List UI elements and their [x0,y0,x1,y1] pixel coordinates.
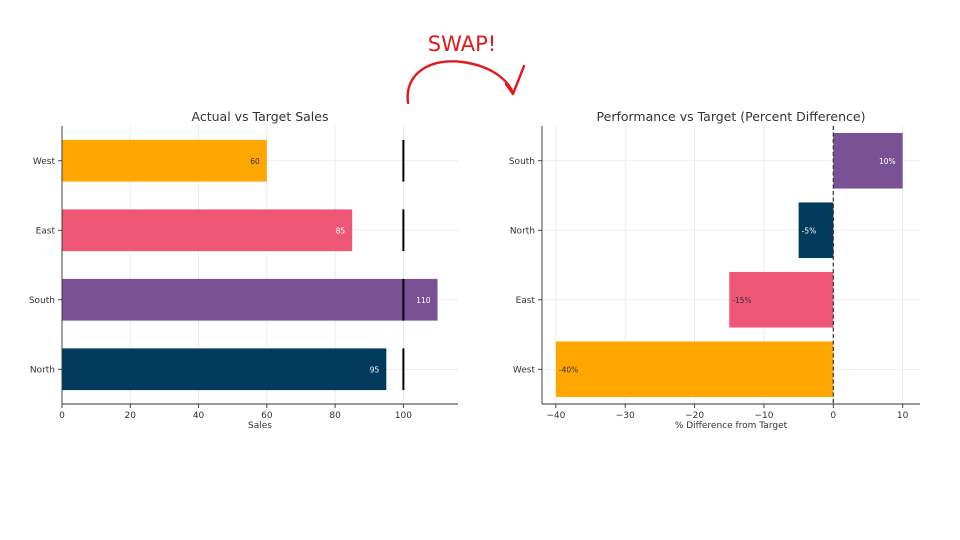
x-axis-title: Sales [248,421,272,431]
x-tick-label: 0 [830,411,836,421]
swap-annotation: SWAP! [428,32,496,56]
bar-west [62,139,267,182]
chart-title: Performance vs Target (Percent Differenc… [597,109,866,124]
category-label: East [36,226,56,236]
x-tick-label: −40 [546,411,565,421]
x-tick-label: 40 [193,411,205,421]
percent-difference-chart: -40% -15% -5% 10% −40 −30 −20 −10 0 10 West East Nor… [509,109,920,431]
category-label: North [30,365,55,375]
x-tick-label: 80 [329,411,341,421]
value-label-east: -15% [732,296,751,305]
chart-title: Actual vs Target Sales [192,109,329,124]
category-label: South [29,296,55,306]
swap-arrow [406,60,526,105]
category-label: North [510,226,535,236]
x-tick-label: 60 [261,411,273,421]
x-tick-label: 0 [59,411,65,421]
value-label-east: 85 [336,226,346,235]
x-tick-label: 20 [125,411,137,421]
value-label-north: 95 [370,365,380,374]
bar-east [729,271,834,328]
bar-west [555,341,834,398]
value-label-south: 110 [416,296,431,305]
bar-east [62,209,353,252]
bar-south [62,278,438,321]
x-tick-label: 100 [395,411,412,421]
x-tick-label: −10 [754,411,773,421]
x-axis-title: % Difference from Target [675,421,788,431]
category-label: West [33,157,56,167]
bar-south [833,132,903,189]
x-tick-label: 10 [897,411,909,421]
value-label-north: -5% [802,226,817,235]
x-tick-label: −30 [616,411,635,421]
value-label-west: -40% [559,365,578,374]
value-label-west: 60 [250,157,260,166]
actual-vs-target-chart: 95 110 85 60 0 20 40 60 80 100 North South East West S… [29,109,458,431]
value-label-south: 10% [879,157,896,166]
x-tick-label: −20 [685,411,704,421]
category-label: East [516,296,536,306]
category-label: West [513,365,536,375]
category-label: South [509,157,535,167]
bar-north [798,202,834,259]
bar-north [62,348,387,391]
